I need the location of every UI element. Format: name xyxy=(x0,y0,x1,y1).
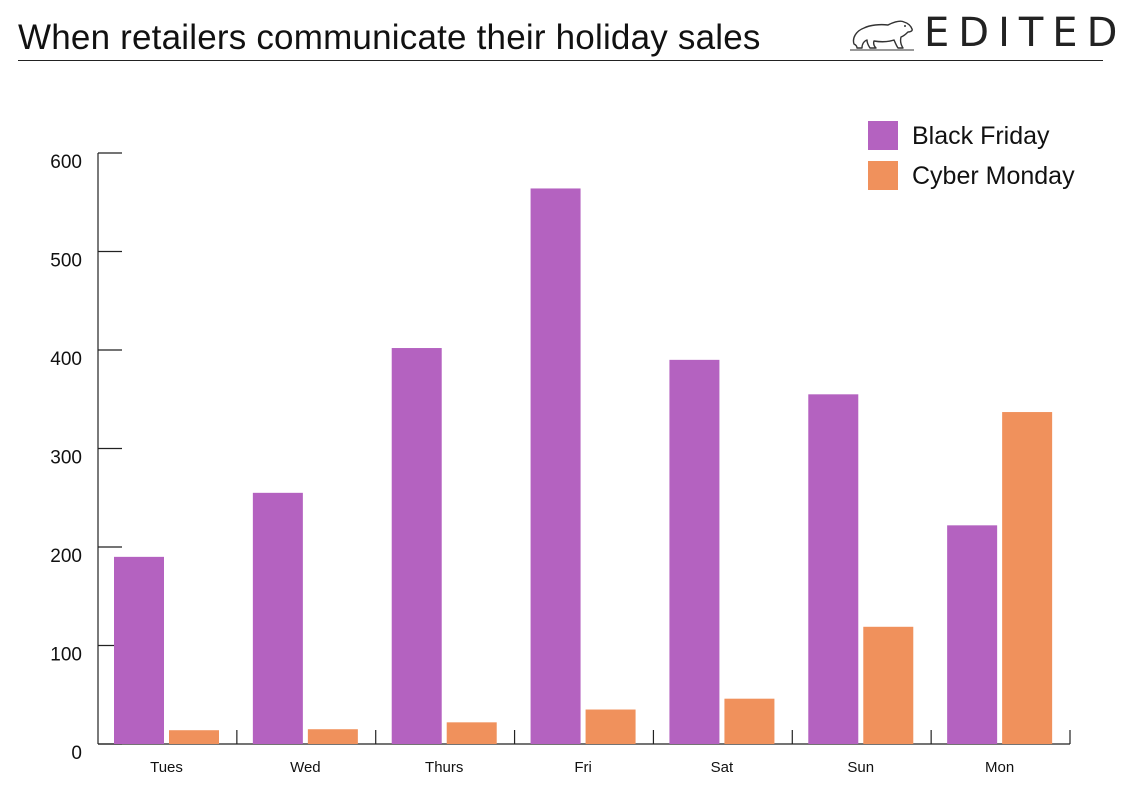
x-tick-label: Fri xyxy=(574,759,592,776)
bar-black-friday-sat xyxy=(669,359,720,744)
legend-swatch xyxy=(868,161,898,190)
y-tick-label: 600 xyxy=(50,152,82,173)
legend-swatch xyxy=(868,121,898,150)
y-tick-label: 200 xyxy=(50,546,82,567)
bar-cyber-monday-fri xyxy=(585,709,636,744)
bar-black-friday-tues xyxy=(114,556,164,744)
chart-title: When retailers communicate their holiday… xyxy=(18,18,761,57)
bar-black-friday-mon xyxy=(947,525,998,744)
bar-cyber-monday-sat xyxy=(724,698,775,744)
x-tick-label: Sat xyxy=(711,759,734,776)
x-tick-label: Tues xyxy=(150,759,183,776)
bar-cyber-monday-wed xyxy=(307,729,358,744)
bar-cyber-monday-tues xyxy=(169,730,219,744)
brand-name: EDITED xyxy=(924,10,1126,56)
y-tick-label: 0 xyxy=(71,743,82,764)
y-tick-label: 100 xyxy=(50,645,82,666)
polar-bear-icon xyxy=(850,20,914,51)
bar-cyber-monday-mon xyxy=(1002,412,1053,744)
title-divider xyxy=(18,60,1103,61)
bar-black-friday-sun xyxy=(808,394,859,744)
chart-bars xyxy=(114,188,1053,744)
brand-logo: EDITED xyxy=(848,10,1117,56)
x-tick-label: Mon xyxy=(985,759,1014,776)
bar-black-friday-fri xyxy=(530,188,581,744)
x-tick-label: Sun xyxy=(847,759,874,776)
bar-black-friday-thurs xyxy=(391,348,442,744)
bar-black-friday-wed xyxy=(252,492,303,744)
y-tick-label: 300 xyxy=(50,448,82,469)
bar-cyber-monday-thurs xyxy=(446,722,497,744)
y-tick-label: 500 xyxy=(50,251,82,272)
legend-label: Black Friday xyxy=(912,122,1050,150)
chart-legend: Black Friday Cyber Monday xyxy=(868,121,1075,190)
x-tick-label: Wed xyxy=(290,759,321,776)
legend-label: Cyber Monday xyxy=(912,162,1075,190)
chart-labels: 0 100 200 300 400 500 600 Tues Wed Thurs Fri Sat Sun… xyxy=(50,152,1014,776)
bar-cyber-monday-sun xyxy=(863,626,914,744)
y-tick-label: 400 xyxy=(50,349,82,370)
chart-axes xyxy=(97,152,1071,745)
x-tick-label: Thurs xyxy=(425,759,463,776)
